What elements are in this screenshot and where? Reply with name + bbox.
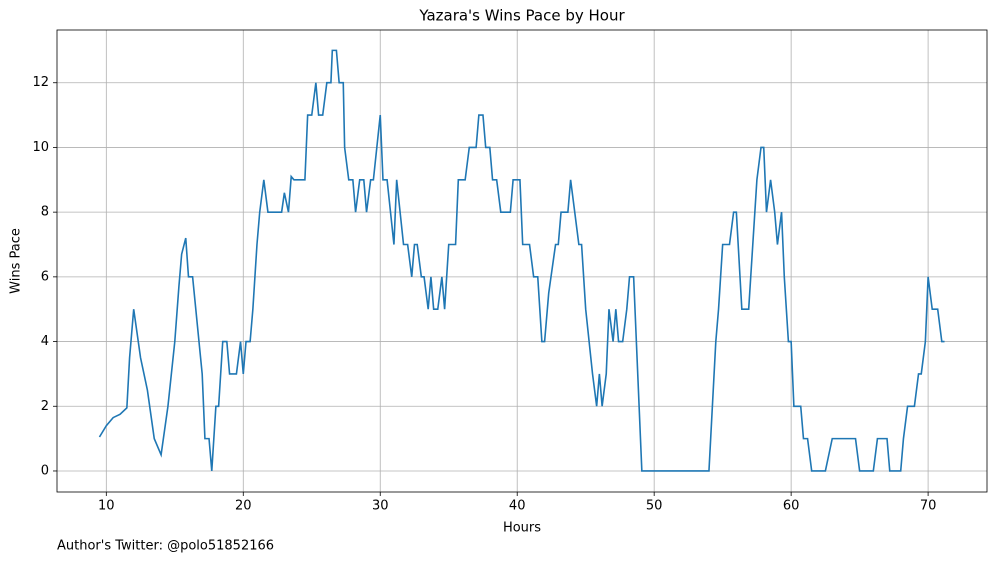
y-tick-label: 6 (41, 269, 49, 284)
footnote: Author's Twitter: @polo51852166 (57, 539, 274, 554)
chart-title: Yazara's Wins Pace by Hour (418, 7, 625, 25)
data-line (98, 49, 945, 472)
x-tick-label: 60 (783, 499, 800, 514)
plot-frame (56, 29, 988, 493)
y-axis-label: Wins Pace (9, 228, 24, 294)
x-axis-label: Hours (503, 521, 541, 536)
y-tick-label: 2 (41, 399, 49, 414)
x-tick-label: 40 (509, 499, 526, 514)
y-tick-label: 10 (32, 140, 49, 155)
x-tick-label: 20 (235, 499, 252, 514)
x-tick-label: 70 (920, 499, 937, 514)
y-tick-label: 4 (41, 334, 49, 349)
y-tick-label: 0 (41, 463, 49, 478)
x-tick-label: 50 (646, 499, 663, 514)
x-tick-label: 10 (98, 499, 115, 514)
x-tick-label: 30 (372, 499, 389, 514)
y-tick-label: 8 (41, 205, 49, 220)
y-tick-label: 12 (32, 75, 49, 90)
